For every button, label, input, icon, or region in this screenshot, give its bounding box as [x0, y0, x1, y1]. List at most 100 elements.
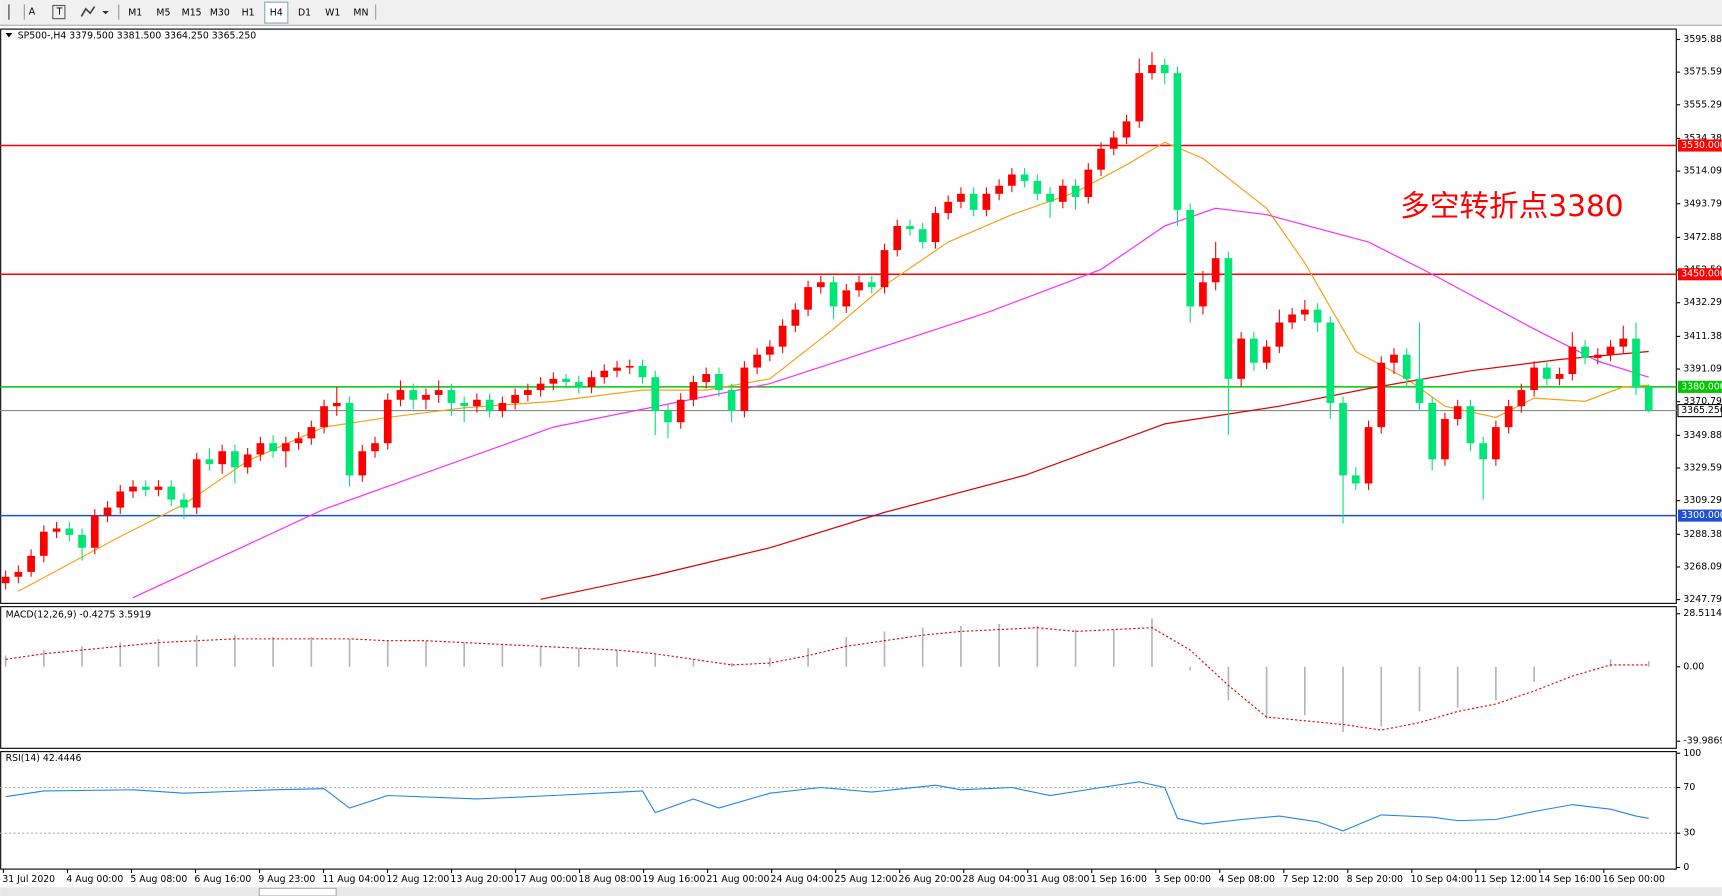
candle-body	[1377, 362, 1386, 428]
candle-body	[1300, 309, 1309, 315]
toolbar	[0, 0, 1722, 26]
candle-body	[1364, 427, 1373, 484]
candle-body	[1020, 174, 1029, 181]
timeframe-button[interactable]: MN	[353, 8, 368, 19]
candle-body	[39, 531, 48, 556]
candle-body	[1173, 73, 1182, 210]
active-timeframe	[264, 1, 289, 24]
x-tick-label: 31 Jul 2020	[2, 874, 55, 885]
level-label: 3450.000	[1681, 269, 1722, 280]
x-tick-label: 4 Aug 00:00	[66, 874, 123, 885]
level-label: 3300.000	[1681, 510, 1722, 521]
timeframe-button[interactable]: M1	[128, 8, 142, 19]
annotation: 多空转折点3380	[1400, 188, 1624, 223]
y-tick-label: 3247.795	[1683, 594, 1722, 605]
y-tick-label: 3555.295	[1683, 99, 1722, 110]
candle-body	[1517, 390, 1526, 407]
candle-body	[1046, 193, 1054, 202]
macd-label: MACD(12,26,9) -0.4275 3.5919	[6, 609, 151, 620]
candle-body	[473, 399, 481, 407]
level-label-bg	[1677, 268, 1722, 281]
shapes-tool[interactable]	[80, 6, 96, 17]
main-pane	[0, 28, 1677, 604]
x-tick-label: 17 Aug 00:00	[514, 874, 577, 885]
candle-body	[613, 367, 621, 371]
tool-glyph[interactable]: A	[29, 7, 36, 18]
candle-body	[1135, 73, 1144, 122]
x-tick-label: 12 Aug 12:00	[386, 874, 449, 885]
candle-body	[1619, 338, 1628, 347]
candle-body	[422, 394, 430, 400]
candle-body	[116, 491, 125, 508]
level-label: 3530.000	[1681, 140, 1722, 151]
timeframe-button[interactable]: H1	[242, 8, 255, 19]
candle-body	[1492, 427, 1500, 460]
candle-body	[511, 394, 519, 403]
candle-body	[167, 486, 176, 500]
candle-body	[1211, 258, 1220, 283]
x-tick-label: 25 Aug 12:00	[835, 874, 898, 885]
candle-body	[383, 399, 392, 444]
x-tick-label: 10 Sep 04:00	[1411, 874, 1473, 885]
text-tool-frame[interactable]	[52, 4, 66, 20]
candle-body	[1632, 338, 1640, 388]
candle-body	[1504, 406, 1513, 428]
candle-body	[1402, 354, 1411, 379]
y-tick-label: 3432.295	[1683, 297, 1722, 308]
candle-body	[1415, 378, 1424, 403]
x-tick-label: 21 Aug 00:00	[707, 874, 770, 885]
rsi-line	[5, 781, 1649, 832]
candle-body	[957, 193, 965, 202]
dropdown-arrow[interactable]	[102, 10, 109, 15]
x-tick-label: 7 Sep 12:00	[1283, 874, 1339, 885]
candle-body	[1606, 346, 1615, 355]
candle-body	[1008, 174, 1016, 186]
candle-body	[1441, 419, 1449, 460]
candle-body	[944, 201, 953, 214]
x-tick-label: 14 Sep 16:00	[1539, 874, 1601, 885]
level-label-bg	[1677, 380, 1722, 393]
candle-body	[982, 193, 991, 210]
timeframe-button[interactable]: M30	[210, 8, 230, 19]
candle-body	[791, 309, 800, 326]
y-tick-label: 3370.795	[1683, 396, 1722, 407]
candle-body	[141, 486, 150, 490]
macd-signal	[5, 627, 1649, 731]
candle-body	[587, 377, 596, 387]
candle-body	[1275, 322, 1284, 347]
timeframe-button[interactable]: D1	[298, 8, 311, 19]
candle-body	[1122, 121, 1131, 138]
y-tick-label: 0.00	[1683, 661, 1704, 672]
tool-glyph[interactable]: T	[56, 7, 63, 18]
y-tick-label: 3268.090	[1683, 561, 1722, 572]
candle-body	[180, 499, 188, 508]
level-label-bg	[1677, 509, 1722, 522]
x-tick-label: 5 Aug 08:00	[130, 874, 187, 885]
x-tick-label: 9 Aug 23:00	[258, 874, 315, 885]
x-tick-label: 16 Sep 00:00	[1603, 874, 1665, 885]
y-tick-label: 3575.590	[1683, 67, 1722, 78]
timeframe-button[interactable]: W1	[325, 8, 340, 19]
candle-body	[1237, 338, 1245, 379]
candle-body	[549, 378, 558, 384]
candle-body	[409, 390, 418, 400]
timeframe-button[interactable]: M15	[182, 8, 202, 19]
scroll-tab[interactable]	[258, 887, 337, 896]
timeframe-button[interactable]: M5	[156, 8, 170, 19]
candle-body	[1084, 169, 1093, 197]
y-tick-label: 3329.590	[1683, 462, 1722, 473]
scrollbar[interactable]	[0, 887, 1722, 896]
timeframe-button[interactable]: H4	[270, 8, 283, 19]
symbol-info: SP500-,H4 3379.500 3381.500 3364.250 336…	[18, 31, 257, 42]
candle-body	[1390, 354, 1398, 363]
candle-body	[574, 382, 583, 387]
y-tick-label: 3349.885	[1683, 430, 1722, 441]
candle-body	[740, 367, 749, 412]
macd-pane	[0, 606, 1677, 749]
candle-body	[816, 282, 825, 288]
candle-body	[332, 402, 341, 407]
candle-body	[498, 402, 507, 412]
candle-body	[434, 390, 443, 395]
candle-body	[651, 377, 660, 412]
